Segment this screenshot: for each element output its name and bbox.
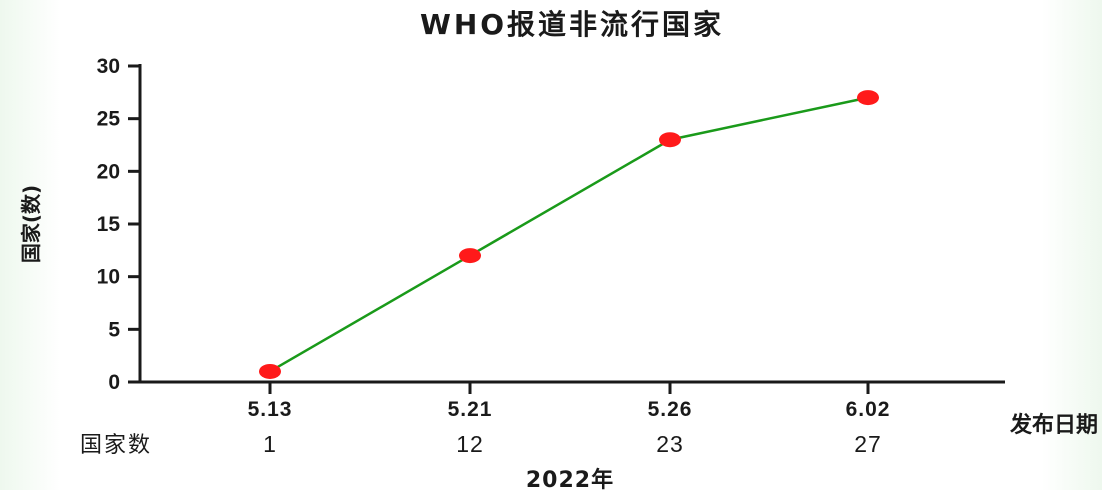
y-tick-label-5: 25 [97,108,121,131]
series-line-group [269,96,869,373]
count-value-3: 27 [854,431,882,457]
y-axis-label: 国家(数) [19,185,43,263]
chart-title: WHO报道非流行国家 [420,8,724,41]
y-tick-label-0: 0 [108,371,120,394]
x-tick-labels: 5.13 5.21 5.26 6.02 [248,398,891,421]
count-row: 国家数 1 12 23 27 [80,431,882,458]
x-tick-label-3: 6.02 [846,398,891,421]
count-value-2: 23 [656,431,684,457]
x-axis-label: 发布日期 [1009,412,1098,438]
data-point-group [259,90,879,379]
x-axis [140,380,1005,394]
count-value-0: 1 [263,431,277,457]
data-point-0 [259,363,281,379]
series-line [269,96,869,373]
x-tick-label-1: 5.21 [448,398,493,421]
y-tick-label-4: 20 [97,160,120,183]
data-point-1 [459,248,481,264]
y-tick-label-2: 10 [97,266,120,289]
x-axis-unit-label: 2022年 [526,467,614,490]
y-tick-label-6: 30 [97,55,120,78]
count-value-1: 12 [456,431,484,457]
y-tick-label-1: 5 [108,318,120,341]
data-point-2 [659,132,681,148]
count-row-label: 国家数 [80,433,152,458]
y-axis: 0 5 10 15 20 25 30 [97,55,142,394]
x-tick-label-0: 5.13 [248,398,293,421]
data-point-3 [857,90,879,106]
x-tick-label-2: 5.26 [648,398,693,421]
y-tick-label-3: 15 [97,213,121,236]
